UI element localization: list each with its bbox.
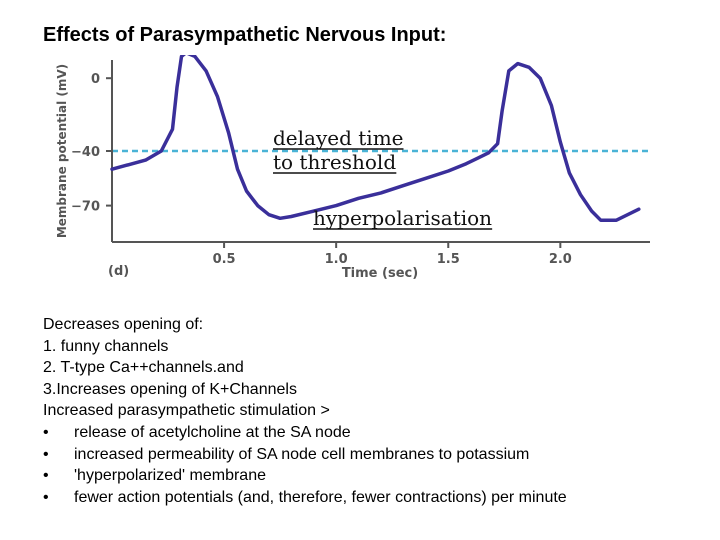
note-line: Increased parasympathetic stimulation > xyxy=(43,402,330,420)
panel-label: (d) xyxy=(108,264,129,279)
note-line: 3.Increases opening of K+Channels xyxy=(43,380,297,398)
membrane-potential-line xyxy=(110,55,641,222)
x-axis-label: Time (sec) xyxy=(342,266,418,281)
x-tick-labels: 0.5 1.0 1.5 2.0 xyxy=(213,242,572,267)
y-axis-label: Membrane potential (mV) xyxy=(55,64,69,238)
y-tick-label: −40 xyxy=(71,145,100,160)
y-tick-label: 0 xyxy=(91,72,100,87)
x-tick-label: 1.0 xyxy=(325,252,348,267)
bullet-text: release of acetylcholine at the SA node xyxy=(74,423,351,441)
annotation-to-threshold: to threshold xyxy=(273,150,396,174)
chart-svg: 0 −40 −70 0.5 1.0 1.5 2.0 Membrane potential … xyxy=(55,55,650,281)
bullet-text: increased permeability of SA node cell m… xyxy=(74,445,530,463)
x-tick-label: 0.5 xyxy=(213,252,236,267)
x-tick-label: 2.0 xyxy=(549,252,572,267)
note-line: Decreases opening of: xyxy=(43,316,204,333)
note-line: 2. T-type Ca++channels.and xyxy=(43,359,244,377)
bullet-item: • increased permeability of SA node cell… xyxy=(43,444,703,466)
action-potential-chart: 0 −40 −70 0.5 1.0 1.5 2.0 Membrane potential … xyxy=(0,55,720,295)
annotation-hyperpolarisation: hyperpolarisation xyxy=(313,206,492,230)
y-tick-label: −70 xyxy=(71,200,100,215)
bullet-icon: • xyxy=(43,445,49,463)
bullet-item: • 'hyperpolarized' membrane xyxy=(43,465,703,487)
bullet-item: • fewer action potentials (and, therefor… xyxy=(43,487,703,509)
annotation-delayed-time: delayed time xyxy=(273,126,404,150)
note-line: 1. funny channels xyxy=(43,337,169,355)
bullet-text: 'hyperpolarized' membrane xyxy=(74,467,266,485)
notes-text-block: Decreases opening of: 1. funny channels … xyxy=(43,314,703,508)
bullet-text: fewer action potentials (and, therefore,… xyxy=(74,488,567,506)
bullet-icon: • xyxy=(43,423,49,441)
bullet-icon: • xyxy=(43,488,49,506)
slide-title: Effects of Parasympathetic Nervous Input… xyxy=(43,24,447,46)
y-tick-labels: 0 −40 −70 xyxy=(71,72,112,215)
bullet-icon: • xyxy=(43,467,49,485)
bullet-item: • release of acetylcholine at the SA nod… xyxy=(43,422,703,444)
x-tick-label: 1.5 xyxy=(437,252,460,267)
